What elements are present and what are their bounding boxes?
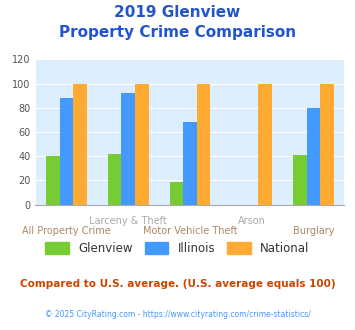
Bar [46, 156, 60, 205]
Text: Compared to U.S. average. (U.S. average equals 100): Compared to U.S. average. (U.S. average … [20, 279, 335, 289]
Bar [170, 182, 183, 205]
Bar [293, 155, 307, 205]
Text: All Property Crime: All Property Crime [22, 226, 111, 236]
Text: Property Crime Comparison: Property Crime Comparison [59, 25, 296, 40]
Bar [60, 98, 73, 205]
Bar [121, 93, 135, 205]
Text: © 2025 CityRating.com - https://www.cityrating.com/crime-statistics/: © 2025 CityRating.com - https://www.city… [45, 310, 310, 319]
Bar [73, 83, 87, 205]
Bar [183, 122, 197, 205]
Bar [307, 108, 320, 205]
Text: Motor Vehicle Theft: Motor Vehicle Theft [143, 226, 237, 236]
Bar [135, 83, 148, 205]
Bar [320, 83, 334, 205]
Bar [258, 83, 272, 205]
Bar [108, 154, 121, 205]
Text: 2019 Glenview: 2019 Glenview [114, 5, 241, 20]
Bar [197, 83, 210, 205]
Text: Arson: Arson [238, 216, 266, 226]
Text: Larceny & Theft: Larceny & Theft [89, 216, 167, 226]
Legend: Glenview, Illinois, National: Glenview, Illinois, National [40, 237, 315, 259]
Text: Burglary: Burglary [293, 226, 334, 236]
